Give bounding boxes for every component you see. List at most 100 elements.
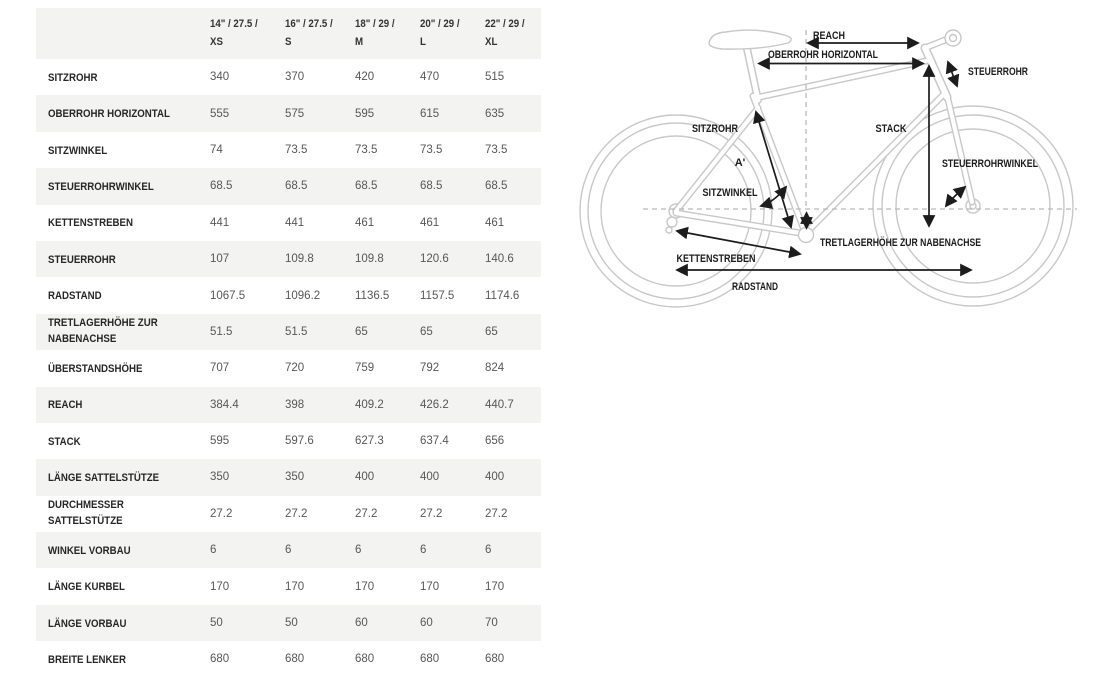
row-value: 441 [285, 216, 305, 229]
diagram-label-reach: REACH [813, 30, 845, 42]
row-label-cell: REACH [48, 395, 210, 414]
row-label: REACH [48, 399, 83, 412]
row-value: 170 [420, 580, 440, 593]
row-value: 656 [485, 435, 505, 448]
row-value: 680 [355, 653, 375, 666]
row-value: 400 [485, 471, 505, 484]
row-value: 555 [210, 107, 230, 120]
table-row: ÜBERSTANDSHÖHE 707 720 759 792 824 [36, 350, 541, 387]
row-value: 595 [355, 107, 375, 120]
row-label-cell: LÄNGE VORBAU [48, 614, 210, 633]
row-label: DURCHMESSER SATTELSTÜTZE [48, 498, 124, 527]
table-row: RADSTAND 1067.5 1096.2 1136.5 1157.5 1174.6 [36, 277, 541, 314]
table-header-row: 14" / 27.5 / XS 16" / 27.5 / S 18" / 29 / M 20… [36, 8, 541, 59]
saddle [708, 29, 792, 50]
row-label: SITZROHR [48, 71, 98, 84]
row-value: 65 [420, 325, 433, 338]
row-label-cell: ÜBERSTANDSHÖHE [48, 359, 210, 378]
row-value: 440.7 [485, 398, 514, 411]
diagram-label-tretlagerhoehe: TRETLAGERHÖHE ZUR NABENACHSE [820, 236, 981, 249]
row-label-cell: STACK [48, 432, 210, 451]
row-value: 1157.5 [420, 289, 455, 302]
row-value: 461 [485, 216, 505, 229]
table-row: SITZROHR 340 370 420 470 515 [36, 59, 541, 96]
row-value: 615 [420, 107, 440, 120]
size-header-code: XS [210, 34, 285, 51]
row-value: 400 [355, 471, 375, 484]
table-row: DURCHMESSER SATTELSTÜTZE 27.2 27.2 27.2 27.2… [36, 495, 541, 533]
row-value: 27.2 [210, 507, 233, 520]
table-row: OBERROHR HORIZONTAL 555 575 595 615 635 [36, 95, 541, 132]
row-label: WINKEL VORBAU [48, 544, 131, 557]
row-label-cell: SITZWINKEL [48, 141, 210, 160]
row-value: 627.3 [355, 435, 384, 448]
size-header-cell: 22" / 29 / XL [485, 16, 541, 50]
size-header-dimensions: 14" / 27.5 / [210, 16, 285, 33]
row-value: 170 [485, 580, 505, 593]
row-label: TRETLAGERHÖHE ZUR NABENACHSE [48, 316, 158, 345]
row-value: 680 [420, 653, 440, 666]
size-header-cell: 18" / 29 / M [355, 16, 420, 50]
size-header-dimensions-text: 22" / 29 / [485, 18, 525, 31]
row-value: 595 [210, 435, 230, 448]
table-row: WINKEL VORBAU 6 6 6 6 6 [36, 532, 541, 569]
row-value: 409.2 [355, 398, 384, 411]
row-value: 74 [210, 143, 223, 156]
row-label: LÄNGE VORBAU [48, 617, 127, 630]
row-label: SITZWINKEL [48, 144, 108, 157]
row-value: 350 [210, 471, 230, 484]
row-label: LÄNGE SATTELSTÜTZE [48, 472, 160, 485]
row-value: 461 [355, 216, 375, 229]
size-header-cell: 20" / 29 / L [420, 16, 485, 50]
size-header-code-text: S [285, 35, 292, 48]
row-label-cell: LÄNGE KURBEL [48, 577, 210, 596]
row-value: 73.5 [355, 143, 378, 156]
size-header-code-text: M [355, 35, 364, 48]
diagram-label-kettenstreben: KETTENSTREBEN [677, 253, 756, 265]
row-value: 68.5 [285, 180, 308, 193]
row-value: 680 [210, 653, 230, 666]
diagram-label-sitzrohr: SITZROHR [692, 123, 738, 135]
row-label-cell: TRETLAGERHÖHE ZUR NABENACHSE [48, 316, 210, 348]
size-header-code-text: XL [485, 35, 498, 48]
row-label-cell: LÄNGE SATTELSTÜTZE [48, 468, 210, 487]
row-value: 51.5 [210, 325, 233, 338]
size-header-dimensions-text: 20" / 29 / [420, 18, 460, 31]
row-value: 597.6 [285, 435, 314, 448]
row-value: 515 [485, 71, 505, 84]
row-value: 140.6 [485, 253, 514, 266]
row-label: OBERROHR HORIZONTAL [48, 108, 170, 121]
row-label-cell: OBERROHR HORIZONTAL [48, 104, 210, 123]
diagram-label-steuerrohrwinkel: STEUERROHRWINKEL [942, 158, 1038, 170]
row-value: 73.5 [285, 143, 308, 156]
size-header-code-text: L [420, 35, 426, 48]
size-header-dimensions: 22" / 29 / [485, 16, 541, 33]
row-value: 50 [285, 617, 298, 630]
row-value: 70 [485, 617, 498, 630]
row-label: RADSTAND [48, 290, 102, 303]
row-value: 759 [355, 362, 375, 375]
bottom-bracket [797, 226, 815, 244]
row-value: 792 [420, 362, 440, 375]
size-header-dimensions: 16" / 27.5 / [285, 16, 355, 33]
table-row: BREITE LENKER 680 680 680 680 680 [36, 641, 541, 678]
row-value: 27.2 [420, 507, 443, 520]
row-label-cell: BREITE LENKER [48, 650, 210, 669]
row-label: BREITE LENKER [48, 653, 126, 666]
row-value: 68.5 [210, 180, 233, 193]
bike-geometry-diagram: REACH OBERROHR HORIZONTAL STEUERROHR SIT… [579, 29, 1077, 308]
table-row: LÄNGE SATTELSTÜTZE 350 350 400 400 400 [36, 459, 541, 496]
row-value: 426.2 [420, 398, 449, 411]
row-value: 575 [285, 107, 305, 120]
row-label-cell: KETTENSTREBEN [48, 213, 210, 232]
row-value: 6 [420, 544, 427, 557]
row-value: 637.4 [420, 435, 449, 448]
row-value: 635 [485, 107, 505, 120]
size-header-dimensions: 18" / 29 / [355, 16, 420, 33]
row-value: 398 [285, 398, 305, 411]
row-value: 107 [210, 253, 230, 266]
row-value: 6 [285, 544, 292, 557]
measure-arrows [675, 36, 973, 277]
row-value: 680 [485, 653, 505, 666]
row-value: 68.5 [420, 180, 443, 193]
